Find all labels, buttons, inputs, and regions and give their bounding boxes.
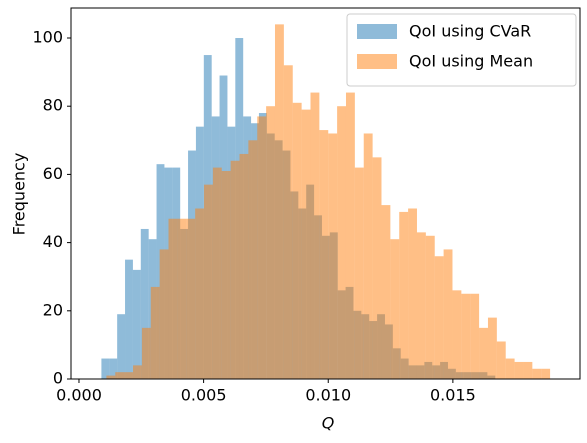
histogram-bar [204, 184, 213, 379]
histogram-bar [124, 372, 134, 379]
histogram-bar [115, 372, 125, 379]
histogram-bar [399, 211, 409, 379]
histogram-bar [132, 269, 141, 379]
y-tick-label: 0 [53, 369, 63, 388]
histogram-bar [248, 140, 258, 379]
histogram-bar [319, 130, 329, 379]
histogram-bar [532, 368, 542, 379]
histogram-bar [186, 218, 196, 379]
histogram-bar [470, 293, 480, 379]
histogram-bar [168, 218, 178, 379]
x-axis-label: Q [322, 414, 335, 433]
histogram-bar [363, 133, 373, 379]
histogram-bar [230, 160, 240, 379]
histogram-bar [150, 286, 160, 379]
histogram-bar [479, 327, 488, 379]
y-tick-label: 20 [43, 300, 63, 319]
histogram-bar [140, 228, 149, 379]
histogram-bar [117, 314, 126, 379]
y-tick-label: 100 [32, 28, 63, 47]
histogram-bar [109, 358, 118, 379]
histogram-bar [425, 235, 435, 379]
histogram-bar [274, 24, 284, 380]
histogram-bar [133, 365, 142, 379]
histogram-bar [257, 116, 267, 379]
histogram-bar [372, 157, 382, 379]
legend-swatch [357, 24, 397, 39]
histogram-bar [212, 167, 222, 379]
histogram-bar [141, 327, 151, 379]
histogram-bar [101, 358, 110, 379]
histogram-bar [408, 208, 417, 379]
axes-frame [70, 7, 581, 380]
histogram-bar [125, 259, 133, 379]
histogram-bar [354, 167, 364, 379]
x-tick-label: 0.000 [56, 386, 102, 405]
histogram-bar [487, 317, 497, 379]
histogram-bar [221, 170, 231, 379]
histogram-bar [496, 341, 506, 379]
histogram-bar [390, 239, 400, 379]
histogram-bar [106, 375, 116, 379]
histogram-bar [239, 153, 249, 379]
x-tick-label: 0.015 [430, 386, 476, 405]
histogram-bar [292, 102, 302, 379]
histogram-bar [523, 361, 533, 379]
y-tick-label: 80 [43, 96, 63, 115]
legend-label: QoI using Mean [409, 52, 533, 71]
histogram-bar [505, 358, 515, 379]
histogram-bar [310, 92, 320, 380]
histogram-bar [328, 133, 338, 379]
histogram-bar [514, 361, 524, 379]
histogram-bar [461, 293, 471, 379]
histogram-bar [337, 106, 346, 380]
legend-box [346, 13, 577, 87]
histogram-bar [434, 256, 444, 379]
histogram-bar [541, 368, 551, 379]
legend-swatch [357, 54, 397, 69]
histogram-bar [443, 249, 453, 379]
y-tick-label: 60 [43, 164, 63, 183]
histogram-bar [301, 109, 311, 379]
histogram-bar [159, 249, 169, 379]
x-tick-label: 0.005 [181, 386, 227, 405]
x-tick-label: 0.010 [305, 386, 351, 405]
histogram-bar [345, 92, 355, 380]
histogram-bar [266, 106, 275, 380]
y-axis-label: Frequency [10, 153, 29, 236]
legend-label: QoI using CVaR [409, 22, 531, 41]
histogram-bar [416, 232, 426, 379]
histogram-bar [381, 205, 391, 379]
y-tick-label: 40 [43, 232, 63, 251]
histogram-bar [195, 208, 205, 379]
histogram-bar [177, 218, 187, 379]
histogram-bar [283, 65, 293, 379]
histogram-bar [452, 290, 462, 379]
